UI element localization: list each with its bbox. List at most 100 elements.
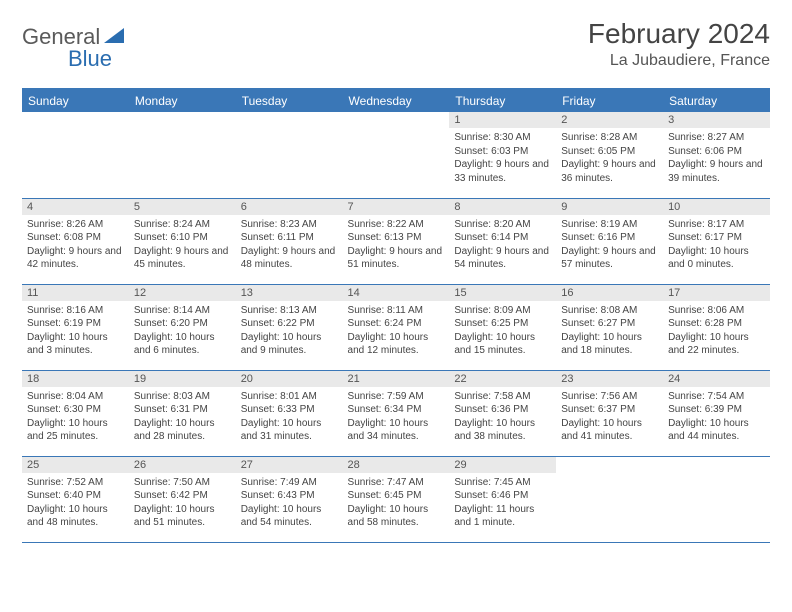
- calendar-day-cell: 5Sunrise: 8:24 AMSunset: 6:10 PMDaylight…: [129, 198, 236, 284]
- calendar-day-cell: 13Sunrise: 8:13 AMSunset: 6:22 PMDayligh…: [236, 284, 343, 370]
- calendar-day-cell: 9Sunrise: 8:19 AMSunset: 6:16 PMDaylight…: [556, 198, 663, 284]
- day-number: 4: [22, 199, 129, 215]
- day-info: Sunrise: 8:24 AMSunset: 6:10 PMDaylight:…: [129, 215, 236, 276]
- day-info: Sunrise: 8:28 AMSunset: 6:05 PMDaylight:…: [556, 128, 663, 189]
- calendar-day-cell: 6Sunrise: 8:23 AMSunset: 6:11 PMDaylight…: [236, 198, 343, 284]
- day-number: 11: [22, 285, 129, 301]
- day-number: 14: [343, 285, 450, 301]
- day-info: Sunrise: 8:26 AMSunset: 6:08 PMDaylight:…: [22, 215, 129, 276]
- calendar-week-row: 4Sunrise: 8:26 AMSunset: 6:08 PMDaylight…: [22, 198, 770, 284]
- day-info: Sunrise: 7:52 AMSunset: 6:40 PMDaylight:…: [22, 473, 129, 534]
- day-number: 20: [236, 371, 343, 387]
- calendar-day-cell: 1Sunrise: 8:30 AMSunset: 6:03 PMDaylight…: [449, 112, 556, 198]
- day-number: 8: [449, 199, 556, 215]
- calendar-week-row: 1Sunrise: 8:30 AMSunset: 6:03 PMDaylight…: [22, 112, 770, 198]
- day-number: 1: [449, 112, 556, 128]
- day-info: Sunrise: 8:03 AMSunset: 6:31 PMDaylight:…: [129, 387, 236, 448]
- day-number: 24: [663, 371, 770, 387]
- weekday-header: Tuesday: [236, 90, 343, 112]
- calendar-table: SundayMondayTuesdayWednesdayThursdayFrid…: [22, 90, 770, 543]
- calendar-day-cell: 24Sunrise: 7:54 AMSunset: 6:39 PMDayligh…: [663, 370, 770, 456]
- calendar-day-cell: 17Sunrise: 8:06 AMSunset: 6:28 PMDayligh…: [663, 284, 770, 370]
- calendar-day-cell: [663, 456, 770, 542]
- title-block: February 2024 La Jubaudiere, France: [588, 18, 770, 70]
- calendar-day-cell: 10Sunrise: 8:17 AMSunset: 6:17 PMDayligh…: [663, 198, 770, 284]
- day-info: Sunrise: 7:47 AMSunset: 6:45 PMDaylight:…: [343, 473, 450, 534]
- weekday-header: Wednesday: [343, 90, 450, 112]
- day-info: Sunrise: 8:06 AMSunset: 6:28 PMDaylight:…: [663, 301, 770, 362]
- day-number: 6: [236, 199, 343, 215]
- day-info: Sunrise: 7:45 AMSunset: 6:46 PMDaylight:…: [449, 473, 556, 534]
- calendar-day-cell: 22Sunrise: 7:58 AMSunset: 6:36 PMDayligh…: [449, 370, 556, 456]
- day-number: 3: [663, 112, 770, 128]
- day-info: Sunrise: 8:22 AMSunset: 6:13 PMDaylight:…: [343, 215, 450, 276]
- calendar-day-cell: [556, 456, 663, 542]
- calendar-day-cell: 23Sunrise: 7:56 AMSunset: 6:37 PMDayligh…: [556, 370, 663, 456]
- calendar-day-cell: 29Sunrise: 7:45 AMSunset: 6:46 PMDayligh…: [449, 456, 556, 542]
- weekday-header: Monday: [129, 90, 236, 112]
- day-number: 12: [129, 285, 236, 301]
- weekday-header: Saturday: [663, 90, 770, 112]
- day-info: Sunrise: 8:11 AMSunset: 6:24 PMDaylight:…: [343, 301, 450, 362]
- day-number: 19: [129, 371, 236, 387]
- day-number: 27: [236, 457, 343, 473]
- logo-text-blue: Blue: [68, 46, 112, 71]
- day-info: Sunrise: 8:01 AMSunset: 6:33 PMDaylight:…: [236, 387, 343, 448]
- calendar-day-cell: 15Sunrise: 8:09 AMSunset: 6:25 PMDayligh…: [449, 284, 556, 370]
- calendar-week-row: 11Sunrise: 8:16 AMSunset: 6:19 PMDayligh…: [22, 284, 770, 370]
- calendar-day-cell: [236, 112, 343, 198]
- calendar-day-cell: 4Sunrise: 8:26 AMSunset: 6:08 PMDaylight…: [22, 198, 129, 284]
- day-number: 16: [556, 285, 663, 301]
- day-number: 13: [236, 285, 343, 301]
- calendar-day-cell: [22, 112, 129, 198]
- weekday-header: Friday: [556, 90, 663, 112]
- calendar-day-cell: 7Sunrise: 8:22 AMSunset: 6:13 PMDaylight…: [343, 198, 450, 284]
- day-number: 7: [343, 199, 450, 215]
- day-info: Sunrise: 7:50 AMSunset: 6:42 PMDaylight:…: [129, 473, 236, 534]
- location-label: La Jubaudiere, France: [588, 52, 770, 70]
- day-info: Sunrise: 8:14 AMSunset: 6:20 PMDaylight:…: [129, 301, 236, 362]
- day-number: 15: [449, 285, 556, 301]
- day-number: 5: [129, 199, 236, 215]
- day-info: Sunrise: 8:16 AMSunset: 6:19 PMDaylight:…: [22, 301, 129, 362]
- calendar-day-cell: 3Sunrise: 8:27 AMSunset: 6:06 PMDaylight…: [663, 112, 770, 198]
- day-number: 22: [449, 371, 556, 387]
- day-info: Sunrise: 8:09 AMSunset: 6:25 PMDaylight:…: [449, 301, 556, 362]
- day-info: Sunrise: 8:13 AMSunset: 6:22 PMDaylight:…: [236, 301, 343, 362]
- day-info: Sunrise: 8:20 AMSunset: 6:14 PMDaylight:…: [449, 215, 556, 276]
- day-info: Sunrise: 7:59 AMSunset: 6:34 PMDaylight:…: [343, 387, 450, 448]
- calendar-day-cell: 25Sunrise: 7:52 AMSunset: 6:40 PMDayligh…: [22, 456, 129, 542]
- day-number: 26: [129, 457, 236, 473]
- day-number: 2: [556, 112, 663, 128]
- day-info: Sunrise: 8:30 AMSunset: 6:03 PMDaylight:…: [449, 128, 556, 189]
- calendar-body: 1Sunrise: 8:30 AMSunset: 6:03 PMDaylight…: [22, 112, 770, 542]
- day-number: 21: [343, 371, 450, 387]
- day-number: 17: [663, 285, 770, 301]
- day-number: 9: [556, 199, 663, 215]
- calendar-day-cell: 18Sunrise: 8:04 AMSunset: 6:30 PMDayligh…: [22, 370, 129, 456]
- calendar-day-cell: 14Sunrise: 8:11 AMSunset: 6:24 PMDayligh…: [343, 284, 450, 370]
- calendar-day-cell: 11Sunrise: 8:16 AMSunset: 6:19 PMDayligh…: [22, 284, 129, 370]
- calendar-day-cell: 19Sunrise: 8:03 AMSunset: 6:31 PMDayligh…: [129, 370, 236, 456]
- calendar-day-cell: 26Sunrise: 7:50 AMSunset: 6:42 PMDayligh…: [129, 456, 236, 542]
- day-info: Sunrise: 8:23 AMSunset: 6:11 PMDaylight:…: [236, 215, 343, 276]
- calendar-day-cell: [343, 112, 450, 198]
- day-number: 10: [663, 199, 770, 215]
- day-info: Sunrise: 8:04 AMSunset: 6:30 PMDaylight:…: [22, 387, 129, 448]
- calendar-week-row: 18Sunrise: 8:04 AMSunset: 6:30 PMDayligh…: [22, 370, 770, 456]
- weekday-header: Sunday: [22, 90, 129, 112]
- weekday-header: Thursday: [449, 90, 556, 112]
- day-number: 29: [449, 457, 556, 473]
- day-number: 18: [22, 371, 129, 387]
- calendar-day-cell: 12Sunrise: 8:14 AMSunset: 6:20 PMDayligh…: [129, 284, 236, 370]
- day-info: Sunrise: 8:27 AMSunset: 6:06 PMDaylight:…: [663, 128, 770, 189]
- calendar-day-cell: 2Sunrise: 8:28 AMSunset: 6:05 PMDaylight…: [556, 112, 663, 198]
- calendar-header-row: SundayMondayTuesdayWednesdayThursdayFrid…: [22, 90, 770, 112]
- calendar-day-cell: 28Sunrise: 7:47 AMSunset: 6:45 PMDayligh…: [343, 456, 450, 542]
- calendar-day-cell: [129, 112, 236, 198]
- calendar-day-cell: 8Sunrise: 8:20 AMSunset: 6:14 PMDaylight…: [449, 198, 556, 284]
- calendar-day-cell: 21Sunrise: 7:59 AMSunset: 6:34 PMDayligh…: [343, 370, 450, 456]
- day-info: Sunrise: 7:58 AMSunset: 6:36 PMDaylight:…: [449, 387, 556, 448]
- month-title: February 2024: [588, 18, 770, 50]
- calendar-day-cell: 20Sunrise: 8:01 AMSunset: 6:33 PMDayligh…: [236, 370, 343, 456]
